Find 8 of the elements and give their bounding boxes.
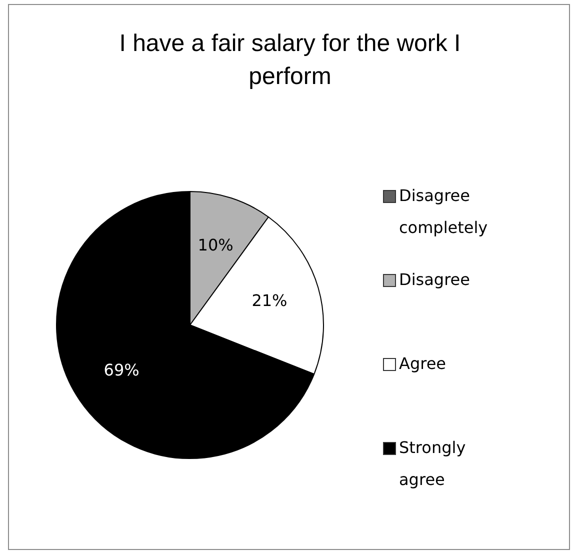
- data-label: 69%: [104, 360, 140, 380]
- legend-label: Disagree: [399, 269, 471, 291]
- slice-label: Agree: [399, 353, 448, 375]
- legend-label: Strongly agree: [399, 437, 467, 491]
- legend-label: Disagree completely: [399, 185, 488, 239]
- data-label: 21%: [252, 291, 288, 310]
- data-label: 10%: [198, 235, 234, 254]
- chart-title: I have a fair salary for the work I perform: [118, 29, 462, 92]
